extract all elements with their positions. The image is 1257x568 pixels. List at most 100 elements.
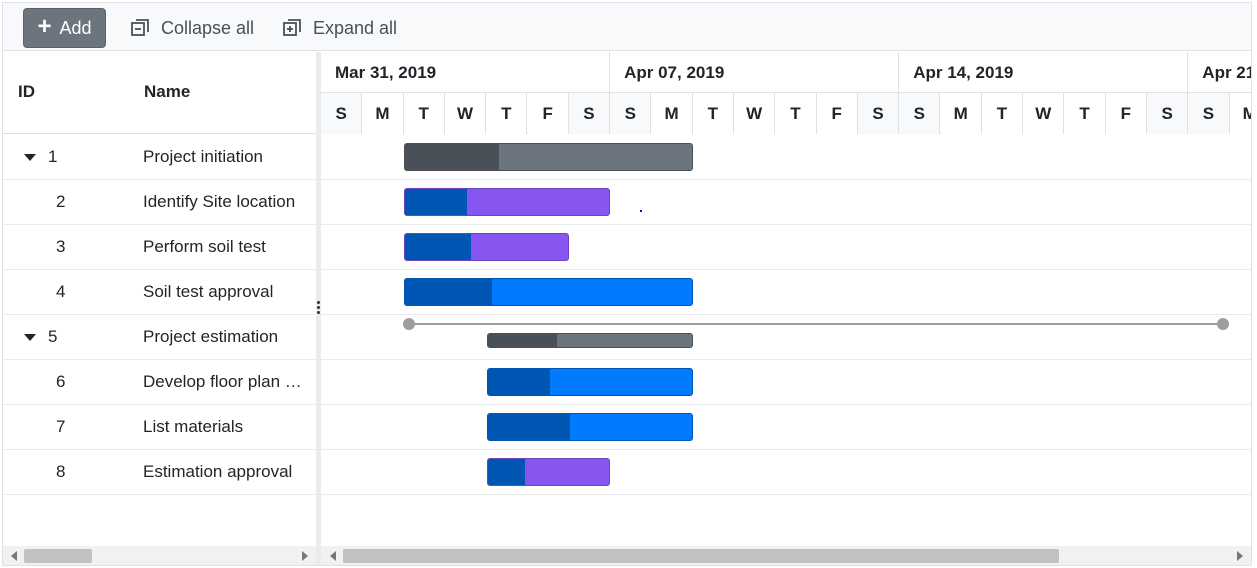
cursor-dot <box>640 210 642 212</box>
day-header: M <box>362 93 404 134</box>
grid-row[interactable]: 8 Estimation approval <box>3 450 316 495</box>
day-header: F <box>816 93 858 134</box>
row-id: 3 <box>56 237 66 256</box>
day-header: W <box>734 93 776 134</box>
scroll-right-arrow-icon[interactable] <box>302 551 308 561</box>
grid-header: ID Name <box>3 52 316 134</box>
toolbar: + Add Collapse all <box>3 3 1251 51</box>
expand-caret-icon[interactable] <box>24 334 36 341</box>
task-bar[interactable] <box>404 233 569 261</box>
timeline-row <box>321 450 1251 495</box>
add-button[interactable]: + Add <box>23 8 106 48</box>
grid-row[interactable]: 3 Perform soil test <box>3 225 316 270</box>
task-bar[interactable] <box>404 188 610 216</box>
week-header: Mar 31, 2019 <box>321 52 611 93</box>
timeline-row <box>321 315 1251 360</box>
day-header: W <box>444 93 487 134</box>
connector-end-handle[interactable] <box>1217 318 1229 330</box>
day-header: T <box>775 93 817 134</box>
timeline-row <box>321 225 1251 270</box>
scroll-left-arrow-icon[interactable] <box>11 551 17 561</box>
expand-all-icon <box>281 17 303 39</box>
column-header-id[interactable]: ID <box>18 82 35 101</box>
row-name: Develop floor plan for estimation <box>143 372 303 391</box>
day-header: F <box>527 93 569 134</box>
grid-scroll-thumb[interactable] <box>24 549 92 563</box>
day-header: S <box>899 93 941 134</box>
day-header: S <box>610 93 652 134</box>
timeline-scroll-thumb[interactable] <box>343 549 1059 563</box>
day-header: W <box>1023 93 1065 134</box>
summary-task-bar[interactable] <box>487 333 693 348</box>
grid-row[interactable]: 2 Identify Site location <box>3 180 316 225</box>
task-bar[interactable] <box>487 413 693 441</box>
task-bar[interactable] <box>487 368 693 396</box>
day-header: M <box>651 93 693 134</box>
collapse-all-label: Collapse all <box>161 17 255 38</box>
timeline-row <box>321 270 1251 315</box>
expand-caret-icon[interactable] <box>24 154 36 161</box>
grid-row[interactable]: 6 Develop floor plan for estimation <box>3 360 316 405</box>
day-header: F <box>1105 93 1147 134</box>
expand-all-label: Expand all <box>313 17 398 38</box>
day-header: S <box>857 93 900 134</box>
grid-row[interactable]: 1 Project initiation <box>3 135 316 180</box>
day-header: M <box>1229 93 1251 134</box>
task-progress <box>488 414 570 440</box>
timeline-scroll-left-arrow-icon[interactable] <box>330 551 336 561</box>
task-progress <box>405 234 471 260</box>
summary-task-bar[interactable] <box>404 143 693 171</box>
week-header: Apr 14, 2019 <box>899 52 1189 93</box>
column-header-name[interactable]: Name <box>144 82 191 101</box>
row-id: 8 <box>56 462 66 481</box>
timeline-pane: Mar 31, 2019 Apr 07, 2019 Apr 14, 2019 Apr … <box>321 52 1251 565</box>
row-id: 4 <box>56 282 66 301</box>
expand-all-button[interactable]: Expand all <box>281 15 397 41</box>
grid-row[interactable]: 5 Project estimation <box>3 315 316 360</box>
timeline-body <box>321 135 1251 546</box>
timeline-row <box>321 405 1251 450</box>
dependency-connector <box>409 323 1223 325</box>
pane-splitter[interactable] <box>316 52 321 565</box>
day-header: T <box>692 93 734 134</box>
grid-horizontal-scrollbar[interactable] <box>3 546 316 565</box>
task-bar[interactable] <box>404 278 693 306</box>
week-header: Apr 21, 2019 <box>1188 52 1251 93</box>
row-name: Project estimation <box>143 327 279 346</box>
task-bar[interactable] <box>487 458 610 486</box>
day-header: M <box>940 93 982 134</box>
timeline-row <box>321 135 1251 180</box>
task-progress <box>405 189 467 215</box>
timeline-scroll-right-arrow-icon[interactable] <box>1237 551 1243 561</box>
day-header: S <box>1147 93 1189 134</box>
day-header: T <box>1064 93 1106 134</box>
day-header: S <box>1188 93 1230 134</box>
task-progress <box>488 459 525 485</box>
day-header: T <box>981 93 1024 134</box>
day-header: T <box>403 93 445 134</box>
grid-row[interactable]: 7 List materials <box>3 405 316 450</box>
row-id: 6 <box>56 372 66 391</box>
collapse-all-button[interactable]: Collapse all <box>129 15 254 41</box>
row-name: Soil test approval <box>143 282 274 301</box>
connector-start-handle[interactable] <box>403 318 415 330</box>
week-header: Apr 07, 2019 <box>610 52 900 93</box>
day-header: T <box>486 93 528 134</box>
task-progress <box>488 369 550 395</box>
row-name: Project initiation <box>143 147 264 166</box>
collapse-all-icon <box>129 17 151 39</box>
row-name: List materials <box>143 417 244 436</box>
timeline-row <box>321 180 1251 225</box>
row-id: 1 <box>48 147 58 166</box>
timeline-horizontal-scrollbar[interactable] <box>321 546 1251 565</box>
row-name: Identify Site location <box>143 192 296 211</box>
timeline-header: Mar 31, 2019 Apr 07, 2019 Apr 14, 2019 Apr … <box>321 52 1251 134</box>
task-progress <box>405 279 492 305</box>
row-id: 5 <box>48 327 58 346</box>
tree-grid: ID Name 1 Project initiation 2 Identify Sit… <box>3 52 316 565</box>
plus-icon: + <box>37 13 52 40</box>
splitter-grip-icon <box>317 301 320 315</box>
grid-row[interactable]: 4 Soil test approval <box>3 270 316 315</box>
